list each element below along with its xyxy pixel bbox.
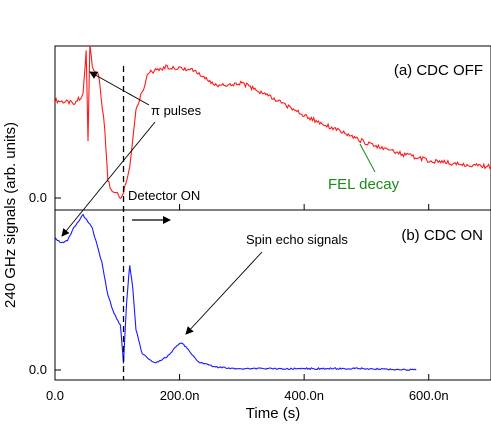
annotation-pi-pulses: π pulses [151, 103, 202, 118]
xtick-label-0: 0.0 [46, 388, 64, 403]
annotation-arrow-pi-pulses-bottom [61, 121, 156, 237]
panel-a-label: (a) CDC OFF [394, 62, 483, 79]
series-line-cdc-off [55, 46, 491, 200]
x-ticks: 0.0 200.0n 400.0n 600.0n [46, 204, 449, 403]
ytick-label-b: 0.0 [29, 362, 47, 377]
xtick-label-2: 400.0n [284, 388, 324, 403]
annotation-detector-on: Detector ON [128, 188, 200, 203]
panel-b-frame [54, 209, 491, 381]
series-line-cdc-on [55, 213, 417, 372]
x-axis-title: Time (s) [246, 405, 300, 422]
xtick-label-1: 200.0n [160, 388, 200, 403]
annotation-spin-echo: Spin echo signals [246, 232, 348, 247]
annotation-fel-decay: FEL decay [328, 176, 400, 193]
annotation-arrow-pi-pulses-top [89, 71, 150, 106]
y-axis-title: 240 GHz signals (arb. units) [2, 122, 19, 308]
annotation-arrow-fel-decay [359, 143, 376, 173]
panel-b-label: (b) CDC ON [401, 227, 483, 244]
xtick-label-3: 600.0n [409, 388, 449, 403]
annotation-arrow-spin-echo [185, 251, 263, 335]
ytick-label-a: 0.0 [29, 190, 47, 205]
